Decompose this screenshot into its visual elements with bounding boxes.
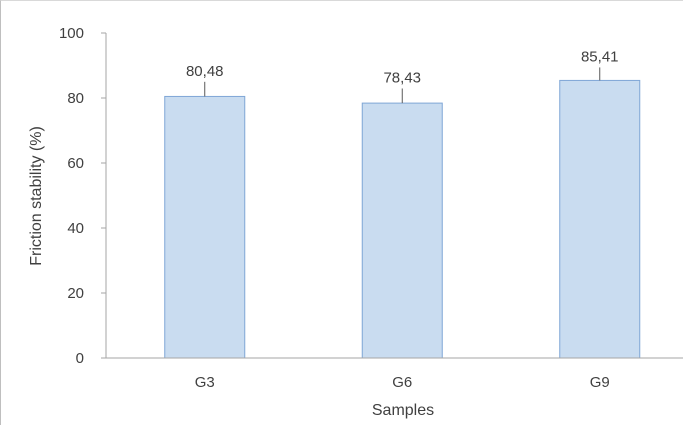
data-label-g6: 78,43 (383, 69, 421, 86)
y-tick-label: 100 (59, 25, 84, 42)
x-axis-ticks: G3 G6 G9 (195, 374, 610, 391)
y-tick-label: 40 (67, 220, 84, 237)
y-axis-title: Friction stability (%) (28, 126, 45, 266)
x-tick-label: G9 (590, 374, 610, 391)
data-labels: 80,48 78,43 85,41 (186, 48, 619, 86)
data-label-g3: 80,48 (186, 63, 224, 80)
x-axis-title: Samples (372, 402, 434, 419)
y-tick-label: 0 (76, 350, 84, 367)
bar-g9 (559, 79, 641, 359)
y-axis-ticks: 0 20 40 60 80 100 (59, 25, 106, 367)
y-tick-label: 60 (67, 155, 84, 172)
bar-g6 (361, 102, 443, 359)
x-tick-label: G6 (392, 374, 412, 391)
y-tick-label: 20 (67, 285, 84, 302)
error-bars (204, 67, 601, 104)
y-tick-label: 80 (67, 90, 84, 107)
x-tick-label: G3 (195, 374, 215, 391)
bar-g3 (164, 95, 246, 359)
data-label-g9: 85,41 (581, 48, 619, 65)
bars (164, 79, 641, 359)
